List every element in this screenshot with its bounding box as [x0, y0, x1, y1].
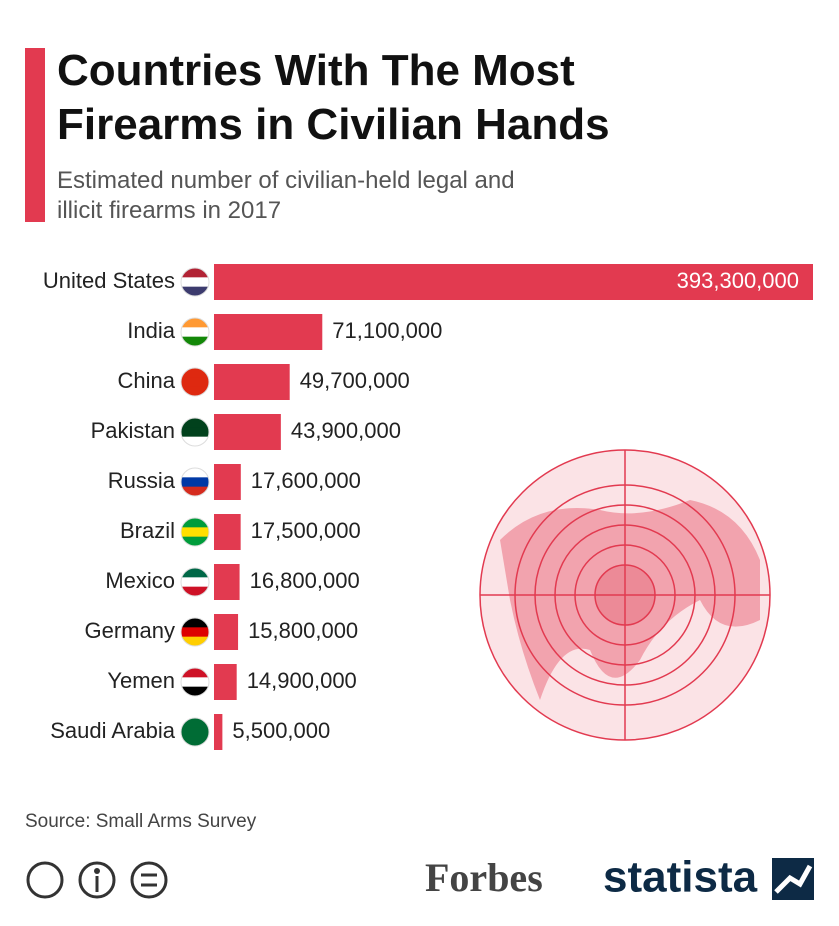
flag — [181, 277, 209, 288]
value-label: 16,800,000 — [250, 568, 360, 593]
flag — [181, 336, 209, 346]
icon — [26, 861, 64, 899]
flag — [181, 677, 209, 688]
bar — [214, 464, 241, 500]
flag — [181, 736, 209, 746]
icon — [78, 861, 116, 899]
category-label: Germany — [85, 618, 175, 643]
flag-outline — [180, 667, 210, 697]
flag — [181, 486, 209, 496]
flag-outline — [180, 367, 210, 397]
flag — [181, 636, 209, 646]
flag — [181, 286, 209, 296]
flag-outline — [180, 417, 210, 447]
chart-title: Countries With The Most Firearms in Civi… — [57, 46, 610, 149]
flag — [181, 427, 209, 438]
flag-outline — [180, 267, 210, 297]
chart-subtitle: Estimated number of civilian-held legal … — [57, 167, 515, 224]
flag — [181, 718, 209, 728]
logo-mark — [772, 858, 814, 900]
category-label: Pakistan — [91, 418, 175, 443]
flag — [181, 318, 209, 328]
flag — [181, 618, 209, 628]
bar — [214, 264, 813, 300]
flag — [181, 586, 209, 596]
bar — [214, 564, 240, 600]
source: Source: Small Arms Survey — [25, 811, 257, 832]
flag — [181, 386, 209, 396]
flag — [181, 518, 209, 528]
flag — [181, 727, 209, 738]
category-label: United States — [43, 268, 175, 293]
flag — [181, 368, 209, 378]
flag-outline — [180, 617, 210, 647]
bar — [214, 664, 237, 700]
category-label: Russia — [108, 468, 176, 493]
category-label: China — [118, 368, 176, 393]
flag — [181, 418, 209, 428]
flag-outline — [180, 567, 210, 597]
value-label: 14,900,000 — [247, 668, 357, 693]
logo: Forbes — [425, 855, 543, 900]
category-label: Yemen — [107, 668, 175, 693]
logo: statista — [603, 853, 758, 902]
value-label: 17,600,000 — [251, 468, 361, 493]
category-label: India — [127, 318, 175, 343]
flag — [181, 686, 209, 696]
flag-outline — [180, 517, 210, 547]
flag — [181, 627, 209, 638]
bar — [214, 714, 223, 750]
value-label: 49,700,000 — [300, 368, 410, 393]
flag — [181, 668, 209, 678]
value-label: 15,800,000 — [248, 618, 358, 643]
category-label: Brazil — [120, 518, 175, 543]
value-label: 43,900,000 — [291, 418, 401, 443]
flag — [181, 468, 209, 478]
flag-outline — [180, 717, 210, 747]
bar — [214, 614, 239, 650]
icon — [94, 868, 100, 874]
value-label: 5,500,000 — [232, 718, 330, 743]
flag — [181, 477, 209, 488]
accent-bar — [25, 48, 45, 222]
bar — [214, 314, 323, 350]
bar — [214, 414, 281, 450]
bar — [214, 514, 241, 550]
flag — [181, 527, 209, 538]
flag — [181, 327, 209, 338]
bar — [214, 364, 290, 400]
map-decoration — [479, 449, 771, 741]
value-label: 393,300,000 — [677, 268, 799, 293]
flag — [181, 536, 209, 546]
logo-mark — [774, 864, 813, 894]
flag — [181, 577, 209, 588]
flag — [181, 377, 209, 388]
icon — [130, 861, 168, 899]
flag-outline — [180, 317, 210, 347]
flag-outline — [180, 467, 210, 497]
value-label: 71,100,000 — [332, 318, 442, 343]
flag — [181, 268, 209, 278]
value-label: 17,500,000 — [251, 518, 361, 543]
category-label: Saudi Arabia — [50, 718, 176, 743]
flag — [181, 568, 209, 578]
flag — [181, 436, 209, 446]
license-icons — [26, 861, 168, 899]
category-label: Mexico — [105, 568, 175, 593]
